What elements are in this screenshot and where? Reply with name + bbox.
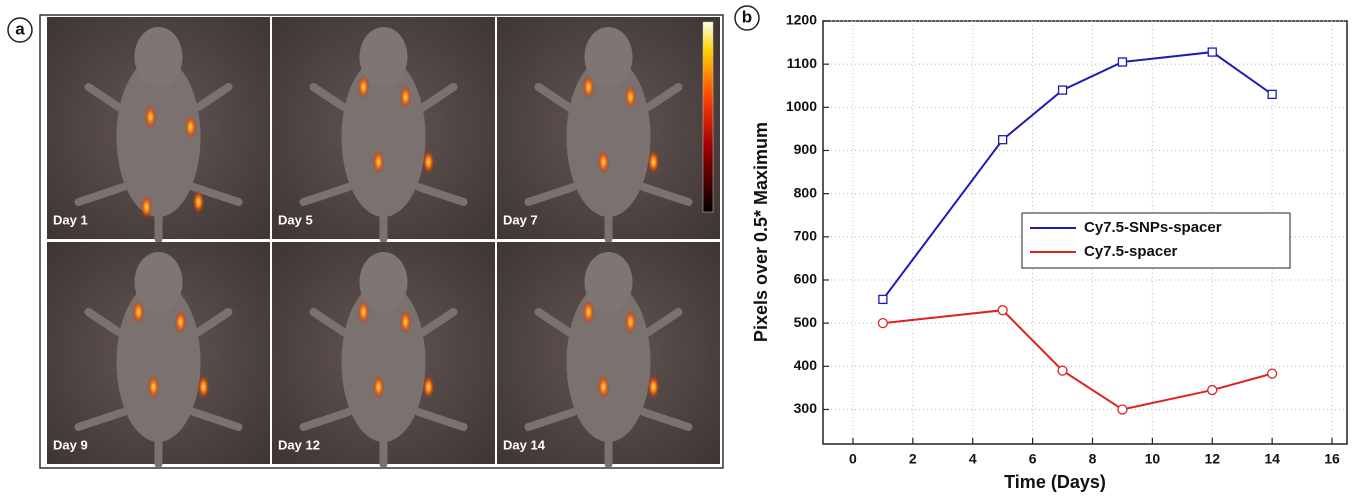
image-label: Day 5 <box>278 212 313 227</box>
fluorescence <box>598 150 610 174</box>
panel-label: b <box>742 7 752 26</box>
fluorescence <box>141 195 153 219</box>
x-tick-label: 6 <box>1029 451 1037 467</box>
image-label: Day 14 <box>503 437 546 452</box>
y-tick-label: 1000 <box>786 98 817 114</box>
y-tick-label: 1100 <box>787 55 818 71</box>
x-tick-label: 2 <box>909 451 917 467</box>
marker <box>999 136 1007 144</box>
y-tick-label: 500 <box>794 314 818 330</box>
fluorescence <box>198 375 210 399</box>
x-tick-label: 14 <box>1264 451 1280 467</box>
marker <box>1118 58 1126 66</box>
y-tick-label: 1200 <box>786 12 817 28</box>
y-tick-label: 700 <box>794 228 818 244</box>
fluorescence <box>193 190 205 214</box>
marker <box>1208 386 1217 395</box>
fluorescence <box>145 105 157 129</box>
fluorescence <box>423 375 435 399</box>
legend-label: Cy7.5-SNPs-spacer <box>1084 219 1222 236</box>
y-tick-label: 400 <box>794 357 818 373</box>
fluorescence <box>648 150 660 174</box>
x-tick-label: 12 <box>1204 451 1220 467</box>
fluorescence <box>358 75 370 99</box>
y-tick-label: 300 <box>794 400 818 416</box>
fluorescence <box>583 300 595 324</box>
fluorescence <box>373 375 385 399</box>
x-tick-label: 10 <box>1145 451 1161 467</box>
fluorescence <box>358 300 370 324</box>
figure: a b Time (Days) Pixels over 0.5* Maximum… <box>0 0 1361 500</box>
fluorescence <box>148 375 160 399</box>
fluorescence <box>400 85 412 109</box>
y-tick-label: 600 <box>794 271 818 287</box>
fluorescence <box>400 310 412 334</box>
fluorescence <box>648 375 660 399</box>
fluorescence <box>423 150 435 174</box>
marker <box>878 319 887 328</box>
marker <box>1059 86 1067 94</box>
image-label: Day 7 <box>503 212 538 227</box>
y-tick-label: 900 <box>794 141 818 157</box>
image-label: Day 1 <box>53 212 88 227</box>
y-tick-label: 800 <box>794 184 818 200</box>
x-tick-label: 8 <box>1089 451 1097 467</box>
x-axis-title: Time (Days) <box>1004 472 1106 492</box>
marker <box>1268 90 1276 98</box>
fluorescence <box>373 150 385 174</box>
mouse-head <box>135 27 183 87</box>
fluorescence <box>185 115 197 139</box>
fluorescence <box>598 375 610 399</box>
marker <box>1118 405 1127 414</box>
image-label: Day 9 <box>53 437 88 452</box>
marker <box>1058 366 1067 375</box>
marker <box>879 295 887 303</box>
y-axis-title: Pixels over 0.5* Maximum <box>751 122 771 342</box>
fluorescence <box>625 310 637 334</box>
x-tick-label: 4 <box>969 451 977 467</box>
fluorescence <box>175 310 187 334</box>
x-tick-label: 16 <box>1324 451 1340 467</box>
panel-label: a <box>15 19 25 38</box>
marker <box>1268 369 1277 378</box>
x-tick-label: 0 <box>849 451 857 467</box>
marker <box>998 306 1007 315</box>
legend-label: Cy7.5-spacer <box>1084 243 1178 260</box>
image-label: Day 12 <box>278 437 320 452</box>
fluorescence <box>583 75 595 99</box>
marker <box>1208 48 1216 56</box>
fluorescence <box>133 300 145 324</box>
fluorescence <box>625 85 637 109</box>
colorbar <box>703 22 713 212</box>
